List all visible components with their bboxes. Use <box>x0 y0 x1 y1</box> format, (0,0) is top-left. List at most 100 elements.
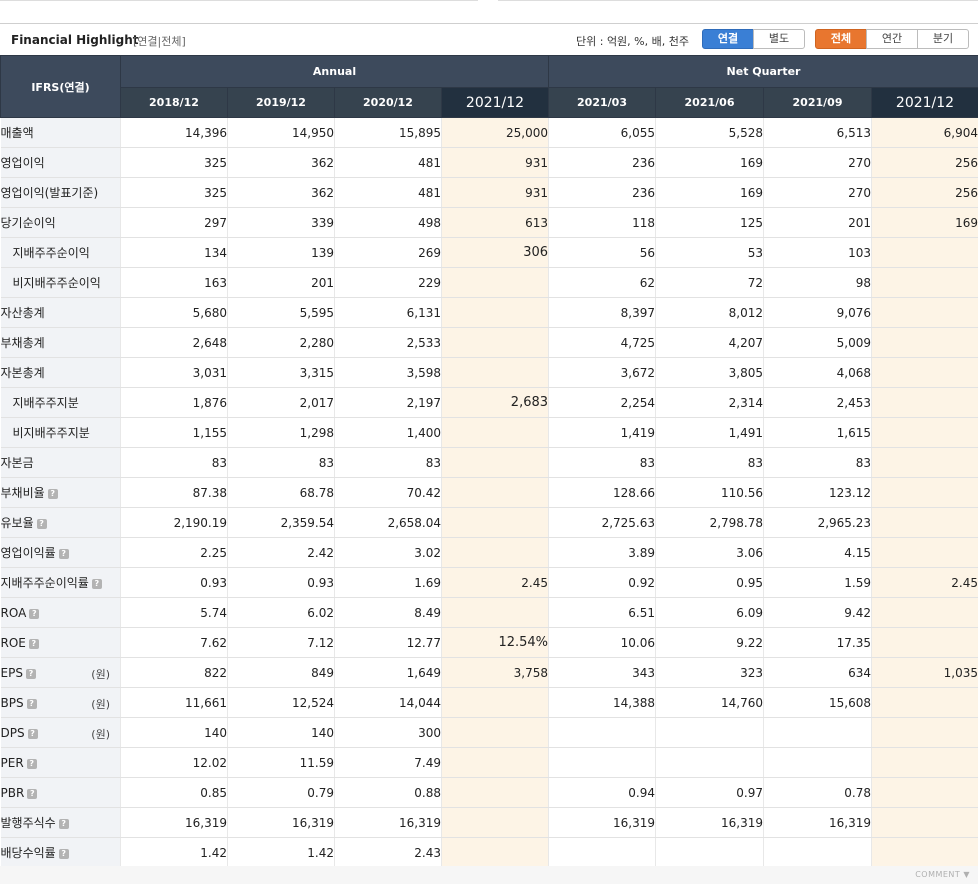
row-label: 매출액 <box>0 117 121 148</box>
table-cell: 4.15 <box>763 537 873 568</box>
table-cell: 300 <box>334 717 442 748</box>
row-label-text: PER <box>0 755 24 770</box>
period-annual-button[interactable]: 연간 <box>866 29 918 49</box>
table-cell: 1.69 <box>334 567 442 598</box>
table-cell <box>871 417 978 448</box>
help-icon[interactable]: ? <box>26 698 37 709</box>
row-label: 부채비율? <box>0 477 121 508</box>
row-label: 영업이익 <box>0 147 121 178</box>
table-cell: 1,491 <box>655 417 765 448</box>
table-cell: 343 <box>548 657 657 688</box>
table-cell: 3,031 <box>120 357 228 388</box>
table-cell <box>871 477 978 508</box>
period-quarter-button[interactable]: 분기 <box>917 29 969 49</box>
help-icon[interactable]: ? <box>27 788 38 799</box>
help-icon[interactable]: ? <box>25 668 36 679</box>
section-title: Financial Highlight <box>11 33 139 47</box>
unit-suffix: (원) <box>91 728 110 741</box>
table-cell <box>441 777 550 808</box>
table-row: 자본총계 3,031 3,315 3,598 3,672 3,805 4,068 <box>0 357 978 388</box>
table-cell: 62 <box>548 267 657 298</box>
table-cell: 1,298 <box>227 417 335 448</box>
table-cell: 0.94 <box>548 777 657 808</box>
column-header-estimate: 2021/12 <box>871 87 978 118</box>
separate-button[interactable]: 별도 <box>753 29 805 49</box>
table-cell: 2,725.63 <box>548 507 657 538</box>
table-row: 지배주주지분 1,876 2,017 2,197 2,683 2,254 2,314 2,45… <box>0 387 978 418</box>
column-header: 2020/12 <box>334 87 442 118</box>
row-label-text: 지배주주순이익 <box>12 246 90 260</box>
table-cell <box>871 447 978 478</box>
table-cell: 68.78 <box>227 477 335 508</box>
table-cell: 169 <box>655 147 765 178</box>
table-cell: 2,197 <box>334 387 442 418</box>
table-cell: 5,680 <box>120 297 228 328</box>
row-label-text: PBR <box>0 785 25 800</box>
section-header: Financial Highlight [연결|전체] 단위 : 억원, %, … <box>0 23 978 56</box>
row-label: 배당수익률? <box>0 837 121 868</box>
row-label-text: 비지배주주지분 <box>12 426 90 440</box>
table-cell: 14,044 <box>334 687 442 718</box>
table-cell: 53 <box>655 237 765 268</box>
table-cell: 16,319 <box>120 807 228 838</box>
table-row: 유보율? 2,190.19 2,359.54 2,658.04 2,725.63 2,79… <box>0 507 978 538</box>
table-row: PBR? 0.85 0.79 0.88 0.94 0.97 0.78 <box>0 777 978 808</box>
row-label-text: 발행주식수 <box>0 816 56 830</box>
help-icon[interactable]: ? <box>26 758 37 769</box>
help-icon[interactable]: ? <box>29 608 40 619</box>
table-cell <box>441 837 550 868</box>
corner-label: IFRS(연결) <box>0 55 121 118</box>
table-cell: 2,798.78 <box>655 507 765 538</box>
row-label-text: 부채총계 <box>0 336 45 350</box>
help-icon[interactable]: ? <box>91 579 102 589</box>
row-label-text: ROA <box>0 605 27 620</box>
help-icon[interactable]: ? <box>58 549 69 559</box>
table-cell <box>441 747 550 778</box>
table-cell: 3,315 <box>227 357 335 388</box>
help-icon[interactable]: ? <box>47 489 58 499</box>
table-cell: 8,012 <box>655 297 765 328</box>
table-cell: 634 <box>763 657 873 688</box>
row-label: 영업이익률? <box>0 537 121 568</box>
table-cell: 498 <box>334 207 442 238</box>
table-cell <box>871 627 978 658</box>
table-cell <box>871 237 978 268</box>
section-subtitle: [연결|전체] <box>133 35 186 48</box>
comment-toggle[interactable]: COMMENT ▼ <box>915 870 970 879</box>
table-row: DPS? (원) 140 140 300 <box>0 717 978 748</box>
table-row: 영업이익 325 362 481 931 236 169 270 256 <box>0 147 978 178</box>
table-cell: 201 <box>763 207 873 238</box>
table-cell: 16,319 <box>763 807 873 838</box>
table-cell: 2.43 <box>334 837 442 868</box>
table-cell: 9.42 <box>763 597 873 628</box>
consolidated-button[interactable]: 연결 <box>702 29 754 49</box>
row-label: BPS? (원) <box>0 687 121 718</box>
table-cell: 16,319 <box>334 807 442 838</box>
table-cell: 6.09 <box>655 597 765 628</box>
table-cell: 110.56 <box>655 477 765 508</box>
row-label-text: 배당수익률 <box>0 846 56 860</box>
period-all-button[interactable]: 전체 <box>815 29 867 49</box>
unit-label: 단위 : 억원, %, 배, 천주 <box>576 35 689 48</box>
table-cell: 0.93 <box>120 567 228 598</box>
table-row: 발행주식수? 16,319 16,319 16,319 16,319 16,319 16,3… <box>0 807 978 838</box>
help-icon[interactable]: ? <box>28 638 39 649</box>
table-cell: 5,528 <box>655 117 765 148</box>
unit-suffix: (원) <box>91 668 110 681</box>
table-row: ROA? 5.74 6.02 8.49 6.51 6.09 9.42 <box>0 597 978 628</box>
table-cell: 2,254 <box>548 387 657 418</box>
help-icon[interactable]: ? <box>36 519 47 529</box>
table-cell <box>871 747 978 778</box>
help-icon[interactable]: ? <box>58 849 69 859</box>
table-cell: 169 <box>871 207 978 238</box>
table-cell: 83 <box>227 447 335 478</box>
help-icon[interactable]: ? <box>27 728 38 739</box>
column-header: 2021/03 <box>548 87 657 118</box>
row-label-text: BPS <box>0 695 24 710</box>
table-cell: 2,453 <box>763 387 873 418</box>
table-cell: 2.45 <box>871 567 978 598</box>
table-cell: 362 <box>227 177 335 208</box>
table-cell: 1,419 <box>548 417 657 448</box>
help-icon[interactable]: ? <box>58 819 69 829</box>
table-cell: 2.25 <box>120 537 228 568</box>
